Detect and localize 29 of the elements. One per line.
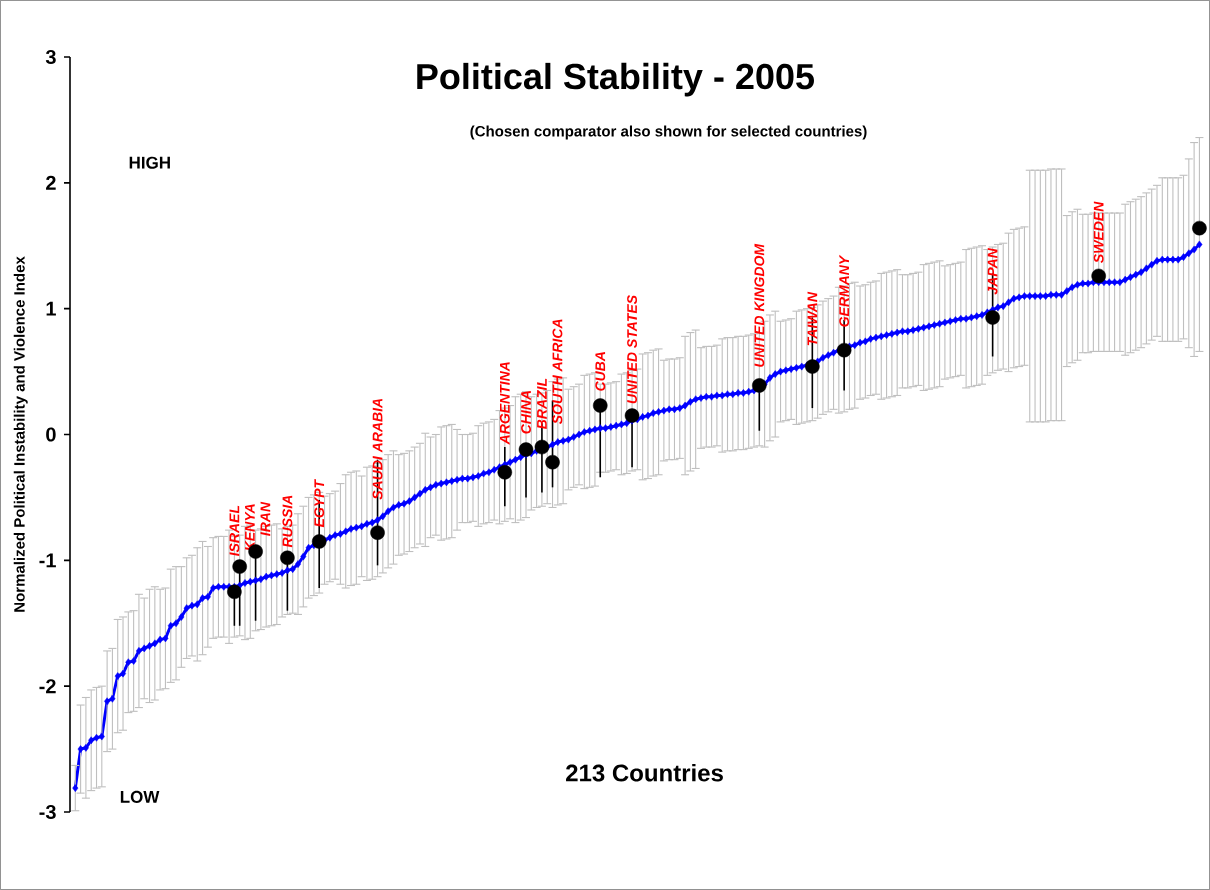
annotation: EGYPT (314, 478, 325, 528)
y-tick-label: 1 (46, 301, 56, 316)
y-tick-label: -3 (39, 804, 56, 820)
annotation: UNITED KINGDOM (754, 243, 765, 367)
annotation: UNITED STATES (627, 295, 638, 404)
y-tick-label: -1 (39, 553, 56, 568)
annotation: SWEDEN (1093, 201, 1104, 263)
y-tick-label: 2 (46, 175, 56, 190)
annotation: JAPAN (987, 247, 998, 295)
annotation: SOUTH AFRICA (552, 319, 563, 425)
annotation: GERMANY (839, 254, 850, 327)
y-axis-title: Normalized Political Instability and Violence Index (13, 256, 28, 612)
text: (Chosen comparator also shown for selected countries) (470, 125, 867, 140)
y-tick-label: 0 (46, 427, 56, 442)
annotation: CHINA (521, 390, 531, 434)
chart-title: Political Stability - 2005 (417, 62, 814, 97)
annotation: BRAZIL (537, 378, 547, 430)
y-tick-label: 3 (45, 49, 56, 65)
y-tick-label: -2 (39, 679, 56, 694)
annotation: LOW (120, 790, 160, 803)
annotation: ISRAEL (229, 505, 240, 557)
annotation: CUBA (595, 352, 606, 391)
annotation: TAIWAN (807, 291, 818, 346)
annotation: RUSSIA (282, 495, 293, 548)
annotation: HIGH (129, 156, 170, 169)
annotation: ARGENTINA (499, 362, 510, 445)
annotation: SAUDI ARABIA (372, 398, 383, 500)
annotation: 213 Countries (566, 763, 723, 782)
annotation: IRAN (260, 501, 271, 536)
